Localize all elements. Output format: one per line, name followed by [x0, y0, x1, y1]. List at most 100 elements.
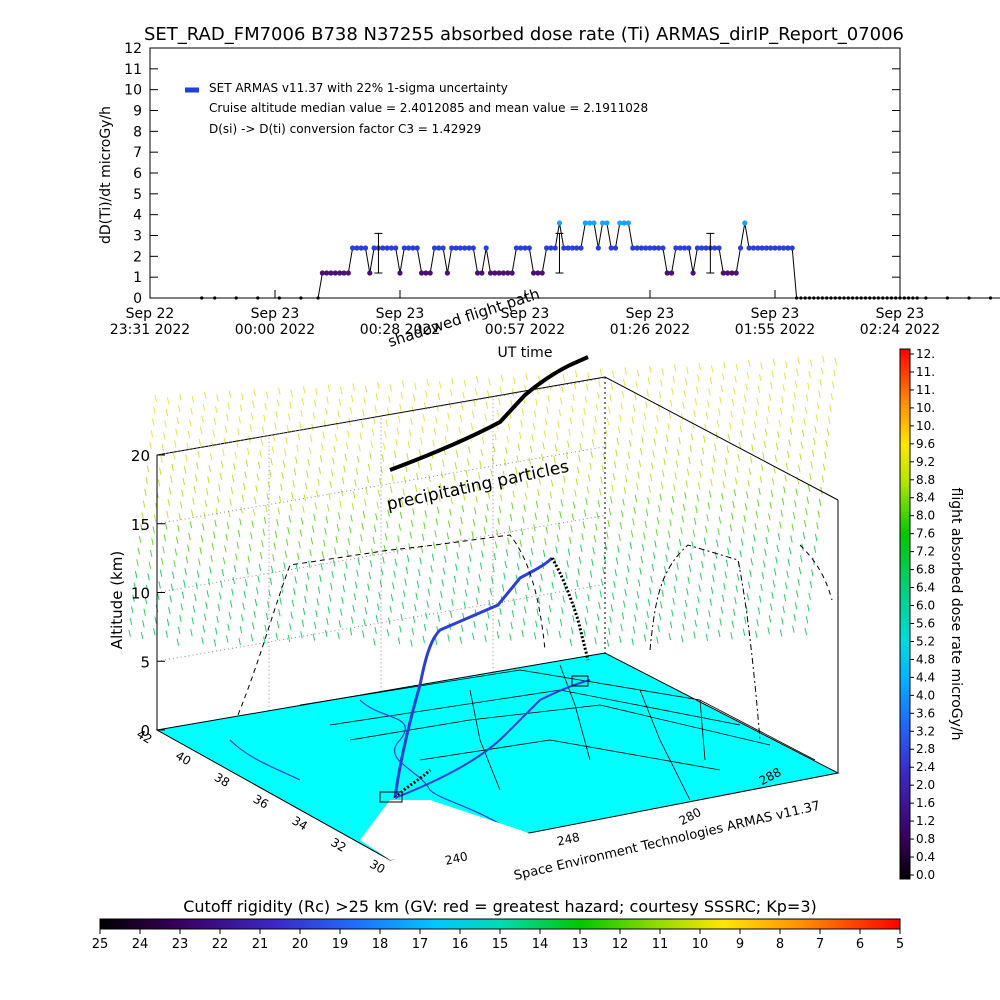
dose-field-dash — [683, 390, 686, 398]
dose-field-dash — [328, 594, 332, 602]
dose-field-dash — [699, 470, 702, 479]
dose-field-dash — [319, 455, 323, 463]
dose-field-dash — [267, 601, 270, 609]
dose-field-dash — [192, 497, 195, 505]
dose-field-dash — [316, 598, 319, 606]
dose-field-dash — [676, 562, 679, 570]
dose-field-dash — [637, 471, 640, 479]
dose-field-dash — [757, 499, 760, 507]
dose-field-dash — [690, 433, 694, 441]
dose-rate-point — [587, 220, 593, 226]
dose-field-dash — [268, 589, 271, 597]
dose-field-dash — [338, 512, 341, 520]
flight-path-climb — [393, 768, 432, 800]
rigidity-colorbar-tick-label: 12 — [612, 937, 629, 952]
dose-rate-point — [725, 270, 731, 276]
dose-rate-point — [807, 296, 812, 300]
dose-field-dash — [259, 551, 263, 560]
dose-rate-point — [277, 296, 281, 300]
dose-rate-point — [535, 270, 541, 276]
dose-field-dash — [632, 518, 635, 526]
dose-field-dash — [151, 537, 154, 546]
dose-field-dash — [370, 440, 373, 448]
dose-colorbar-tick-label: 4.0 — [916, 688, 935, 702]
dose-rate-point — [863, 296, 868, 300]
dose-field-dash — [661, 589, 664, 597]
dose-field-dash — [166, 397, 170, 405]
dose-rate-point — [483, 245, 489, 251]
dose-field-dash — [719, 396, 722, 404]
dose-field-dash — [526, 480, 529, 489]
dose-rate-point — [388, 245, 394, 251]
dose-field-dash — [432, 439, 435, 448]
dose-field-dash — [315, 490, 319, 498]
dose-field-dash — [643, 532, 646, 540]
dose-field-dash — [759, 475, 763, 484]
dose-field-dash — [787, 450, 790, 459]
dose-field-dash — [665, 434, 669, 443]
dose-field-dash — [528, 457, 532, 465]
dose-field-dash — [174, 548, 178, 556]
dose-field-dash — [682, 503, 686, 512]
dose-field-dash — [388, 395, 391, 404]
dose-field-dash — [666, 542, 670, 550]
dose-field-dash — [449, 389, 453, 397]
dose-field-dash — [410, 417, 413, 426]
dose-rate-point — [859, 296, 863, 300]
longitude-tick-label: 240 — [444, 849, 469, 867]
dose-field-dash — [497, 517, 500, 525]
dose-field-dash — [532, 422, 536, 430]
dose-colorbar-tick-label: 0.4 — [916, 850, 935, 864]
dose-field-dash — [285, 538, 289, 547]
dose-rate-point — [556, 220, 563, 226]
dose-field-dash — [219, 472, 223, 480]
dose-field-dash — [684, 599, 688, 608]
dose-rate-point — [660, 245, 666, 251]
dose-field-dash — [739, 550, 742, 558]
dose-field-dash — [751, 444, 754, 452]
dose-colorbar-tick-label: 12. — [916, 347, 935, 361]
dose-field-dash — [209, 452, 213, 461]
dose-field-dash — [608, 406, 611, 414]
dose-field-dash — [364, 607, 368, 615]
dose-field-dash — [426, 600, 429, 608]
dose-field-dash — [779, 407, 783, 416]
dose-field-dash — [743, 514, 746, 523]
dose-rate-point — [634, 245, 640, 251]
altitude-tick-label: 0 — [140, 722, 150, 740]
dose-field-dash — [322, 431, 325, 439]
dose-field-dash — [231, 474, 235, 483]
dose-field-dash — [697, 374, 700, 382]
dose-field-dash — [588, 582, 591, 590]
dose-field-dash — [245, 459, 249, 467]
dose-field-dash — [225, 533, 228, 541]
dose-rate-point — [638, 245, 645, 251]
dose-field-dash — [587, 474, 591, 482]
dose-field-dash — [652, 552, 656, 560]
dose-field-dash — [264, 624, 267, 632]
dose-field-dash — [377, 489, 381, 497]
dose-field-dash — [807, 484, 811, 493]
dose-field-dash — [263, 414, 266, 423]
dose-field-dash — [596, 613, 600, 622]
dose-field-dash — [327, 384, 331, 392]
dose-field-dash — [763, 440, 767, 448]
dose-field-dash — [759, 595, 762, 603]
dose-field-dash — [154, 616, 157, 624]
dose-field-dash — [802, 531, 806, 539]
dose-rate-point — [750, 245, 757, 251]
dose-field-dash — [722, 481, 725, 489]
dose-field-dash — [787, 558, 791, 567]
dose-rate-point — [539, 270, 545, 276]
dose-field-dash — [728, 536, 731, 544]
dose-field-dash — [834, 357, 837, 366]
latitude-tick-label: 42 — [134, 727, 154, 747]
dose-field-dash — [654, 540, 657, 548]
y-tick-label: 4 — [133, 208, 142, 224]
dose-field-dash — [464, 589, 468, 597]
dose-colorbar-tick-label: 8.4 — [916, 491, 935, 505]
dose-field-dash — [399, 403, 402, 412]
dose-field-dash — [760, 362, 763, 370]
dose-field-dash — [574, 489, 577, 498]
dose-rate-point — [354, 245, 360, 251]
